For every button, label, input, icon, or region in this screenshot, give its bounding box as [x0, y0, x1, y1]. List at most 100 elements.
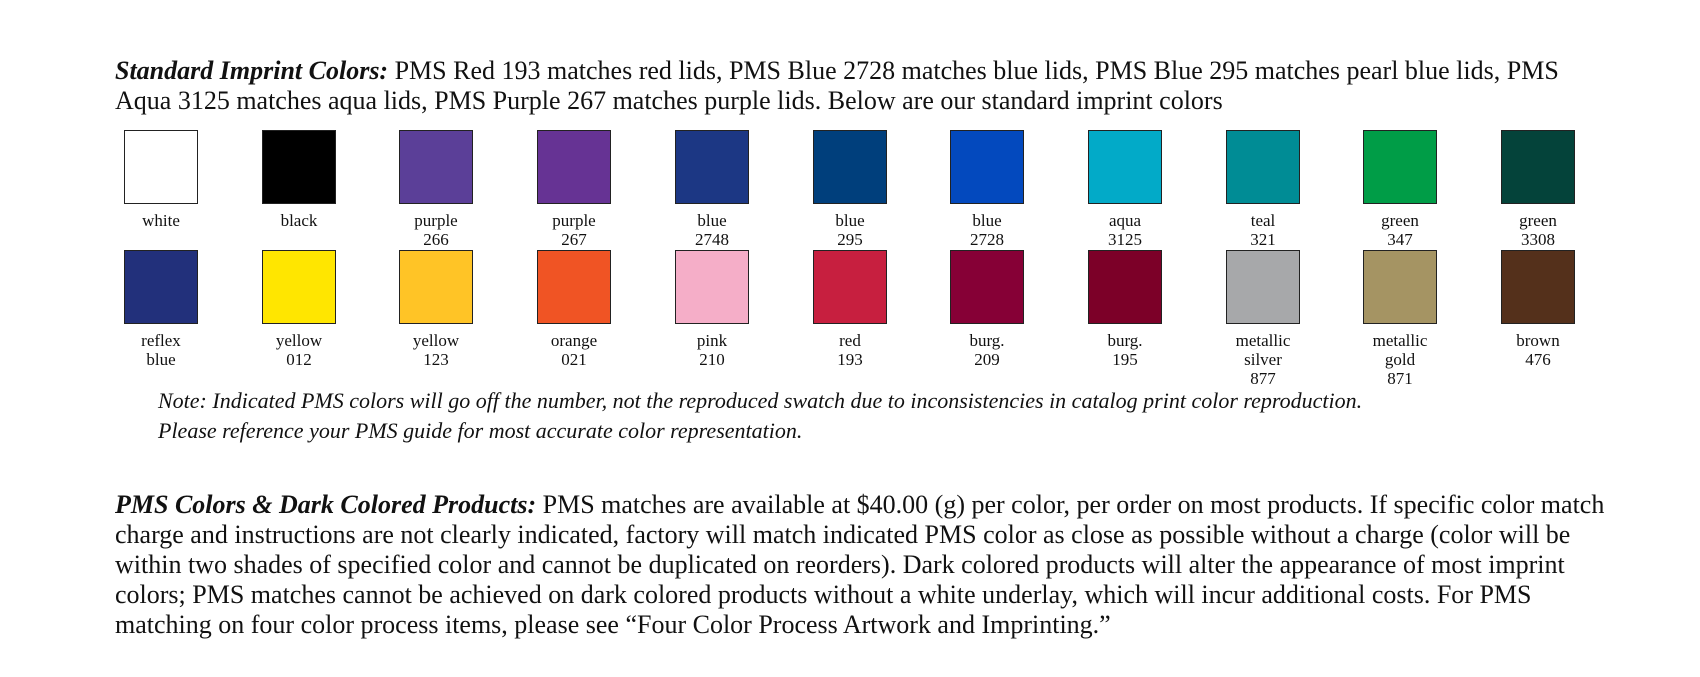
color-swatch: purple 266	[399, 130, 473, 249]
swatch-label-line-1: red	[839, 331, 861, 350]
color-swatch: black	[262, 130, 336, 230]
swatch-label-line-1: brown	[1516, 331, 1560, 350]
swatch-color-box	[537, 250, 611, 324]
swatch-label: metallic gold 871	[1363, 331, 1437, 388]
color-swatch: orange 021	[537, 250, 611, 369]
swatch-label-line-2: blue	[146, 350, 176, 369]
swatch-label: white	[124, 211, 198, 230]
color-swatch: reflex blue	[124, 250, 198, 369]
swatch-color-box	[1088, 130, 1162, 204]
swatch-label: green 3308	[1501, 211, 1575, 249]
swatch-label-line-3: 877	[1250, 369, 1276, 388]
standard-imprint-colors-heading: Standard Imprint Colors:	[115, 56, 389, 85]
color-swatch: white	[124, 130, 198, 230]
swatch-label: blue 2728	[950, 211, 1024, 249]
swatch-label: black	[262, 211, 336, 230]
color-swatch: green 347	[1363, 130, 1437, 249]
swatch-label-line-2: 021	[561, 350, 587, 369]
pms-note: Note: Indicated PMS colors will go off t…	[158, 386, 1588, 446]
swatch-label-line-1: black	[280, 211, 318, 230]
color-swatch: aqua 3125	[1088, 130, 1162, 249]
swatch-label-line-1: green	[1381, 211, 1419, 230]
swatch-color-box	[1226, 130, 1300, 204]
swatch-label-line-2: 3125	[1108, 230, 1142, 249]
swatch-color-box	[124, 130, 198, 204]
swatch-label-line-2: gold	[1384, 350, 1416, 369]
swatch-label: blue 295	[813, 211, 887, 249]
swatch-label: reflex blue	[124, 331, 198, 369]
swatch-label: yellow 123	[399, 331, 473, 369]
swatch-label: purple 266	[399, 211, 473, 249]
color-swatch: burg. 195	[1088, 250, 1162, 369]
swatch-label-line-2: 476	[1525, 350, 1551, 369]
standard-imprint-colors-paragraph: Standard Imprint Colors: PMS Red 193 mat…	[115, 56, 1605, 116]
swatch-color-box	[1363, 130, 1437, 204]
swatch-label-line-2: 2748	[695, 230, 729, 249]
swatch-label-line-1: blue	[697, 211, 727, 230]
color-swatch: metallic gold 871	[1363, 250, 1437, 388]
swatch-label: metallic silver 877	[1226, 331, 1300, 388]
swatch-label-line-1: metallic	[1372, 331, 1428, 350]
swatch-label-line-1: orange	[550, 331, 598, 350]
pms-note-line-2: Please reference your PMS guide for most…	[158, 418, 803, 443]
swatch-color-box	[1501, 250, 1575, 324]
swatch-label: burg. 209	[950, 331, 1024, 369]
swatch-color-box	[950, 250, 1024, 324]
swatch-label-line-1: metallic	[1235, 331, 1291, 350]
color-swatch: red 193	[813, 250, 887, 369]
pms-note-line-1: Note: Indicated PMS colors will go off t…	[158, 388, 1363, 413]
swatch-label: purple 267	[537, 211, 611, 249]
swatch-label-line-2: 321	[1250, 230, 1276, 249]
swatch-label-line-1: purple	[414, 211, 458, 230]
color-swatch: brown 476	[1501, 250, 1575, 369]
swatch-label-line-1: pink	[696, 331, 728, 350]
swatch-label-line-2: 210	[699, 350, 725, 369]
color-swatch: metallic silver 877	[1226, 250, 1300, 388]
color-swatch: yellow 123	[399, 250, 473, 369]
color-swatch: burg. 209	[950, 250, 1024, 369]
swatch-label-line-1: green	[1519, 211, 1557, 230]
swatch-label-line-2: 193	[837, 350, 863, 369]
swatch-label-line-1: blue	[972, 211, 1002, 230]
swatch-color-box	[262, 250, 336, 324]
swatch-label: brown 476	[1501, 331, 1575, 369]
color-swatch: blue 2748	[675, 130, 749, 249]
swatch-label: teal 321	[1226, 211, 1300, 249]
swatch-label-line-3: 871	[1387, 369, 1413, 388]
swatch-label-line-2: 012	[286, 350, 312, 369]
color-swatch: purple 267	[537, 130, 611, 249]
swatch-label-line-2: 266	[423, 230, 449, 249]
swatch-label-line-2: 209	[974, 350, 1000, 369]
pms-colors-heading: PMS Colors & Dark Colored Products:	[115, 490, 537, 519]
swatch-label: pink 210	[675, 331, 749, 369]
swatch-color-box	[675, 250, 749, 324]
color-swatch: blue 295	[813, 130, 887, 249]
swatch-color-box	[262, 130, 336, 204]
swatch-label-line-2: 295	[837, 230, 863, 249]
swatch-label-line-2: silver	[1244, 350, 1282, 369]
swatch-color-box	[1088, 250, 1162, 324]
standard-imprint-colors-text: PMS Red 193 matches red lids, PMS Blue 2…	[115, 56, 1559, 115]
swatch-label-line-1: yellow	[275, 331, 323, 350]
swatch-row-2: reflex blue yellow 012 yellow 123 orange 021 pin…	[124, 250, 1584, 390]
swatch-label: yellow 012	[262, 331, 336, 369]
swatch-color-box	[950, 130, 1024, 204]
pms-colors-paragraph: PMS Colors & Dark Colored Products: PMS …	[115, 490, 1605, 640]
swatch-label-line-2: 195	[1112, 350, 1138, 369]
swatch-color-box	[1226, 250, 1300, 324]
swatch-color-box	[1363, 250, 1437, 324]
swatch-label-line-2: 267	[561, 230, 587, 249]
color-swatch: pink 210	[675, 250, 749, 369]
swatch-label-line-1: teal	[1250, 211, 1276, 230]
swatch-label: red 193	[813, 331, 887, 369]
swatch-label-line-1: burg.	[969, 331, 1005, 350]
swatch-label-line-1: burg.	[1107, 331, 1143, 350]
swatch-color-box	[813, 250, 887, 324]
swatch-color-box	[537, 130, 611, 204]
swatch-label-line-1: yellow	[412, 331, 460, 350]
swatch-color-box	[675, 130, 749, 204]
swatch-label: aqua 3125	[1088, 211, 1162, 249]
swatch-label: burg. 195	[1088, 331, 1162, 369]
color-swatch: blue 2728	[950, 130, 1024, 249]
swatch-label: blue 2748	[675, 211, 749, 249]
